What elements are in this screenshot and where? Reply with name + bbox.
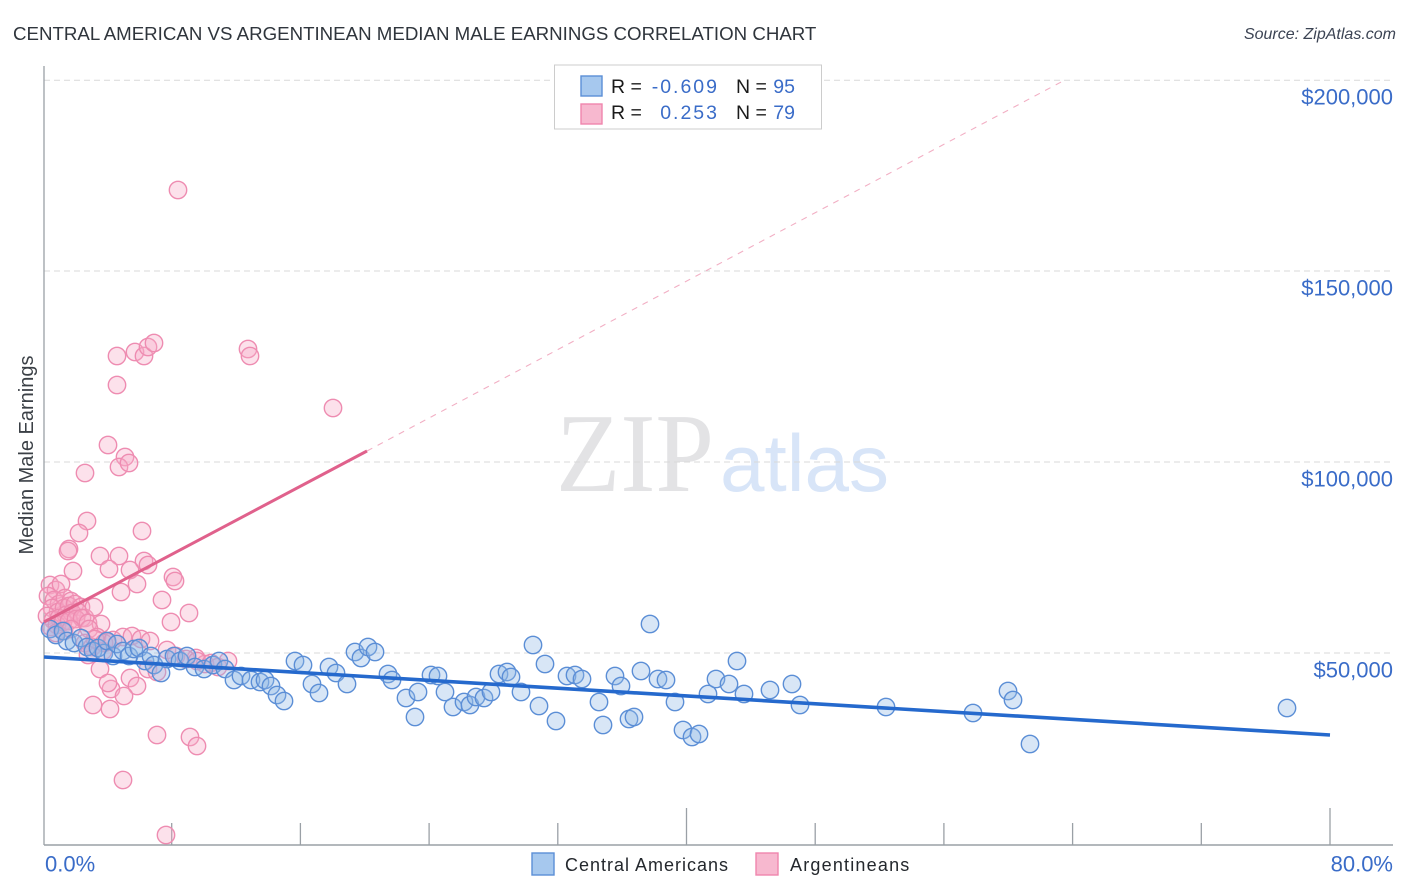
svg-text:ZIP: ZIP [556,392,714,516]
svg-text:R =: R = [611,102,642,124]
svg-text:0.0%: 0.0% [45,852,95,877]
svg-text:$200,000: $200,000 [1301,85,1393,110]
svg-text:Central Americans: Central Americans [565,855,729,875]
svg-text:Median Male Earnings: Median Male Earnings [16,356,38,555]
svg-text:-0.609: -0.609 [652,76,719,98]
svg-text:$100,000: $100,000 [1301,467,1393,492]
svg-text:Argentineans: Argentineans [790,855,910,875]
svg-text:$50,000: $50,000 [1313,658,1393,683]
svg-text:atlas: atlas [720,419,889,509]
svg-text:N =: N = [736,76,767,98]
svg-text:Source: ZipAtlas.com: Source: ZipAtlas.com [1244,26,1396,43]
svg-text:95: 95 [773,76,795,98]
svg-text:0.253: 0.253 [660,102,719,124]
svg-text:CENTRAL AMERICAN VS ARGENTINEA: CENTRAL AMERICAN VS ARGENTINEAN MEDIAN M… [13,23,816,44]
svg-text:80.0%: 80.0% [1331,852,1393,877]
svg-text:N =: N = [736,102,767,124]
svg-text:R =: R = [611,76,642,98]
svg-text:79: 79 [773,102,795,124]
svg-text:$150,000: $150,000 [1301,276,1393,301]
